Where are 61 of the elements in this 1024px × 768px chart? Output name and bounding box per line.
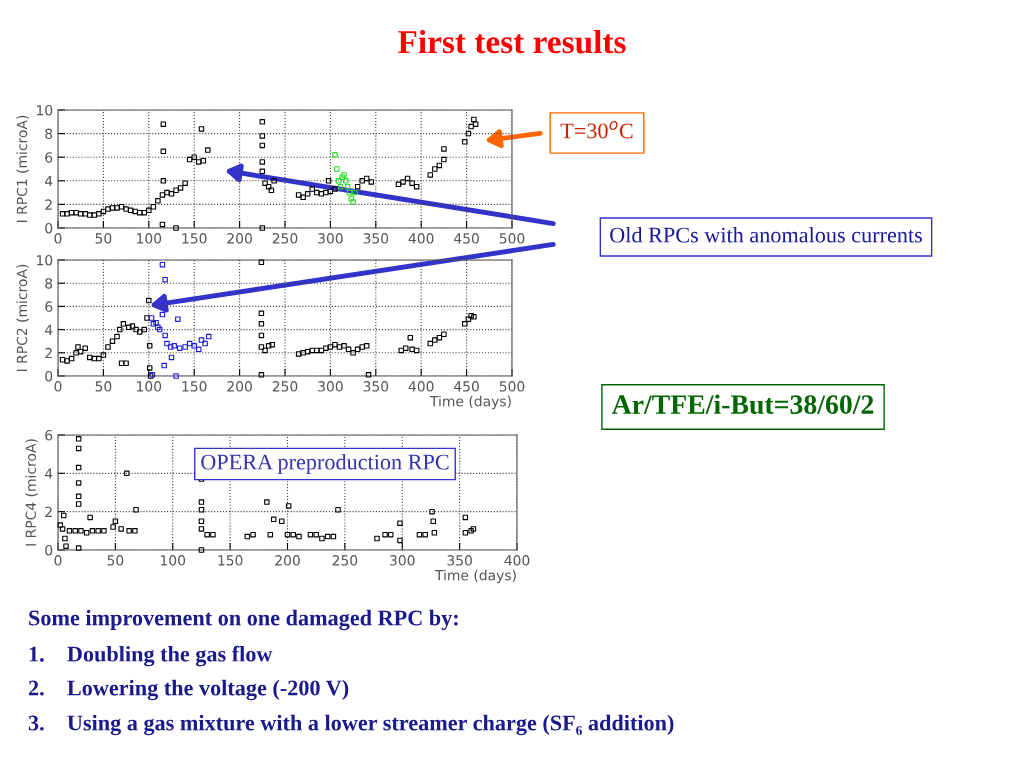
y-tick-label: 2: [45, 199, 52, 210]
text: Ar/TFE/i-But=38/60/2: [611, 394, 874, 415]
x-tick-label: 50: [107, 555, 124, 566]
text: 3. Using a gas mixture with a lower streamer charge (SF₆ addition): [28, 714, 674, 736]
y-axis-title: I RPC2 (microA): [16, 264, 29, 372]
x-tick-label: 400: [504, 555, 530, 566]
text: 1. Doubling the gas flow: [29, 645, 273, 667]
x-tick-label: 200: [275, 555, 300, 566]
y-tick-label: 4: [44, 175, 53, 187]
x-tick-label: 200: [227, 381, 252, 392]
y-tick-label: 0: [45, 370, 53, 382]
y-tick-label: 4: [44, 468, 53, 479]
y-tick-label: 4: [44, 324, 53, 335]
y-tick-label: 8: [45, 128, 53, 140]
y-tick-label: 2: [45, 347, 52, 359]
x-tick-label: 450: [454, 381, 479, 392]
x-tick-label: 300: [390, 555, 415, 566]
x-tick-label: 450: [454, 233, 479, 244]
y-tick-label: 0: [45, 222, 53, 234]
text: Some improvement on one damaged RPC by:: [29, 609, 458, 631]
x-tick-label: 0: [54, 381, 62, 392]
annotation: OPERA preproduction RPC: [201, 453, 449, 475]
x-tick-label: 50: [95, 233, 112, 244]
x-tick-label: 250: [272, 381, 298, 392]
x-tick-label: 300: [318, 233, 343, 244]
y-axis-title: I RPC4 (microA): [25, 439, 38, 546]
x-axis-title: Time (days): [429, 395, 511, 410]
x-tick-label: 0: [54, 555, 62, 566]
y-tick-label: 8: [45, 278, 53, 289]
x-tick-label: 500: [499, 381, 525, 392]
chart-title: First test results: [398, 29, 626, 54]
y-tick-label: 10: [36, 104, 53, 116]
x-tick-label: 350: [447, 555, 472, 566]
x-tick-label: 500: [499, 233, 525, 244]
text: Old RPCs with anomalous currents: [610, 226, 922, 243]
x-tick-label: 250: [332, 555, 358, 566]
y-tick-label: 6: [45, 152, 53, 163]
text: 2. Lowering the voltage (-200 V): [28, 679, 349, 701]
y-tick-label: 6: [45, 301, 53, 312]
y-tick-label: 2: [45, 506, 52, 517]
text: T=30$^{o}$C: [560, 121, 633, 139]
x-tick-label: 250: [272, 233, 298, 244]
x-tick-label: 100: [137, 233, 162, 244]
x-tick-label: 100: [161, 555, 186, 566]
x-tick-label: 50: [95, 381, 112, 392]
x-tick-label: 300: [318, 381, 343, 392]
y-tick-label: 0: [45, 544, 53, 556]
x-tick-label: 0: [54, 233, 62, 244]
x-tick-label: 400: [408, 233, 434, 244]
x-tick-label: 100: [137, 381, 162, 392]
x-tick-label: 350: [363, 381, 389, 392]
x-tick-label: 400: [408, 381, 434, 392]
x-axis-title: Time (days): [434, 569, 516, 584]
x-tick-label: 150: [182, 381, 207, 392]
x-tick-label: 350: [363, 233, 389, 244]
y-tick-label: 6: [45, 429, 53, 441]
x-tick-label: 150: [218, 555, 243, 566]
x-tick-label: 200: [227, 233, 252, 244]
y-axis-title: I RPC1 (microA): [16, 115, 29, 223]
x-tick-label: 150: [182, 233, 207, 244]
y-tick-label: 10: [36, 254, 53, 266]
